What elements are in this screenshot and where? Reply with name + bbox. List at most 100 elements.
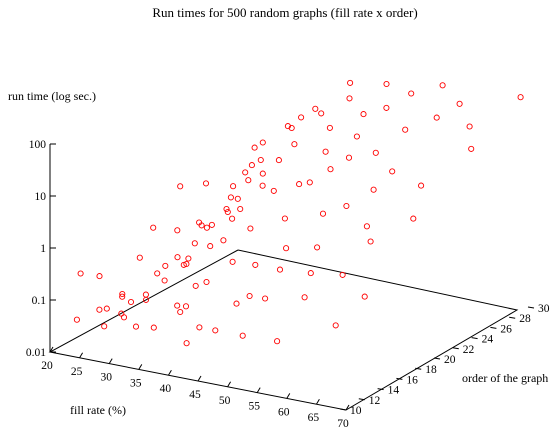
y-axis-label: order of the graph [462, 371, 548, 385]
y-tick-mark [377, 388, 384, 391]
data-point [339, 271, 346, 278]
data-point [77, 270, 84, 277]
data-point [347, 79, 354, 86]
data-point [370, 186, 377, 193]
data-point [119, 290, 126, 298]
data-point [259, 170, 266, 177]
data-point [150, 324, 157, 331]
y-tick-label: 30 [538, 303, 550, 315]
data-point [248, 162, 255, 169]
x-tick-label: 55 [248, 401, 260, 413]
data-point [142, 291, 149, 298]
y-tick-mark [339, 408, 347, 411]
data-point [319, 210, 327, 217]
data-point [247, 225, 254, 232]
data-point [439, 82, 446, 89]
data-point [314, 244, 321, 251]
x-axis-ticks: 20 25 30 35 40 45 50 55 60 65 70 [41, 346, 350, 428]
data-point [298, 114, 305, 121]
z-tick-label: 0.1 [32, 295, 47, 307]
data-point [233, 300, 240, 307]
data-point [389, 168, 396, 175]
y-tick-label: 14 [388, 385, 400, 397]
y-tick-mark [509, 316, 516, 319]
x-tick-label: 70 [337, 418, 349, 428]
y-tick-mark [433, 357, 441, 360]
data-point [177, 308, 184, 316]
data-point [203, 224, 210, 231]
x-tick-label: 20 [41, 360, 53, 372]
data-point [332, 322, 339, 329]
data-point [433, 114, 440, 121]
z-axis-label: run time (log sec.) [8, 89, 96, 103]
data-point [288, 124, 295, 132]
y-tick-mark [527, 306, 535, 309]
data-point [270, 187, 277, 194]
x-tick-label: 65 [308, 412, 320, 424]
x-tick-label: 45 [189, 389, 201, 401]
data-point [251, 144, 258, 151]
data-point [456, 100, 463, 107]
data-point [383, 104, 390, 111]
x-tick-mark [345, 404, 350, 411]
x-tick-mark [138, 364, 143, 370]
x-tick-mark [256, 387, 261, 393]
data-point [361, 293, 368, 300]
z-tick-label: 10 [35, 191, 47, 203]
data-point [281, 215, 288, 222]
y-tick-label: 22 [463, 344, 475, 356]
data-point [307, 270, 314, 277]
data-point [239, 332, 246, 339]
data-point [466, 123, 473, 130]
x-tick-label: 50 [219, 395, 231, 407]
x-tick-mark [227, 381, 232, 388]
data-point [73, 316, 80, 323]
data-point [150, 224, 157, 231]
data-point [227, 194, 234, 201]
data-point [306, 179, 313, 186]
data-point [367, 238, 374, 245]
data-point [161, 277, 168, 284]
data-point [262, 295, 269, 302]
x-tick-mark [79, 352, 84, 359]
data-point [242, 169, 249, 176]
data-point [207, 243, 214, 250]
data-point [174, 254, 181, 261]
data-point [327, 166, 334, 173]
x-tick-label: 60 [278, 406, 290, 418]
x-axis-label: fill rate (%) [70, 403, 126, 417]
x-tick-mark [286, 393, 291, 399]
y-axis-ticks: 10 12 14 16 18 20 22 24 26 28 30 [339, 303, 550, 417]
x-tick-mark [49, 346, 54, 353]
data-point [410, 215, 417, 222]
data-point [177, 183, 184, 190]
data-point [345, 154, 353, 161]
data-point [360, 111, 367, 118]
data-point [408, 90, 415, 97]
data-point [174, 227, 181, 234]
data-point [196, 219, 203, 226]
z-tick-label: 1 [40, 243, 46, 255]
data-point [346, 95, 353, 102]
y-tick-label: 10 [350, 405, 362, 417]
y-tick-label: 28 [519, 313, 531, 325]
data-point [154, 270, 161, 277]
data-point [224, 208, 231, 216]
data-point [120, 314, 128, 321]
data-point [223, 205, 230, 213]
data-point [229, 215, 236, 222]
y-tick-label: 20 [444, 354, 456, 366]
y-tick-mark [471, 337, 478, 340]
z-tick-label: 100 [29, 139, 47, 151]
data-point [174, 302, 181, 309]
data-point [322, 148, 329, 155]
data-point [246, 292, 253, 300]
x-tick-mark [167, 369, 172, 376]
data-point [191, 240, 198, 247]
y-tick-label: 18 [425, 364, 437, 376]
data-point [312, 105, 319, 112]
x-tick-label: 35 [130, 377, 142, 389]
data-point [237, 205, 244, 213]
data-point [132, 323, 140, 330]
